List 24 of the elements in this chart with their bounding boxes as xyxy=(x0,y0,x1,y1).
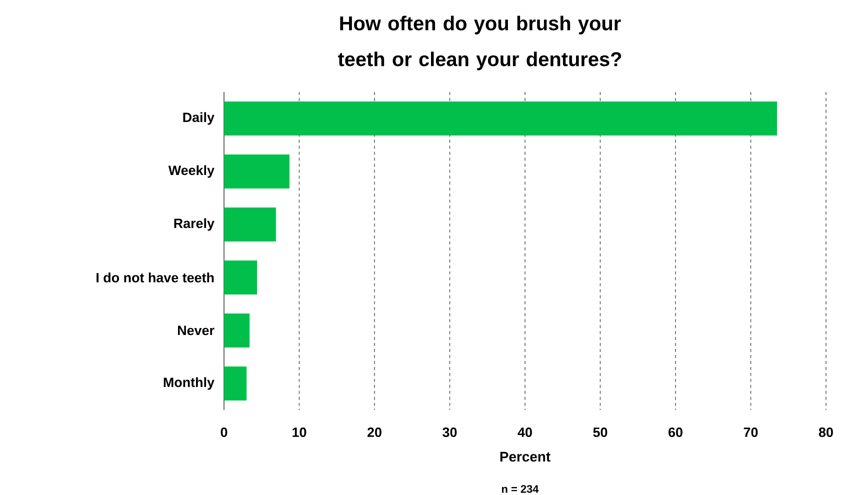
y-tick-label: Never xyxy=(178,326,214,336)
x-tick-label: 30 xyxy=(442,428,457,438)
x-axis-title: Percent xyxy=(500,452,550,462)
text: n = 234 xyxy=(502,485,539,493)
x-tick-label: 80 xyxy=(818,428,833,438)
bar xyxy=(224,101,778,136)
x-tick-label: 70 xyxy=(744,428,758,438)
chart-title: How often do you brush your teeth or clean your dentures? xyxy=(338,16,622,70)
x-tick-label: 50 xyxy=(593,428,608,438)
bar xyxy=(224,207,276,242)
y-tick-label: Monthly xyxy=(164,377,214,390)
y-tick-label: Daily xyxy=(183,112,214,125)
x-tick-label: 60 xyxy=(668,428,682,438)
bar xyxy=(224,260,258,294)
x-tick-label: 0 xyxy=(220,428,228,438)
bar xyxy=(224,313,250,348)
bar xyxy=(224,366,247,400)
y-tick-label: I do not have teeth xyxy=(96,272,214,282)
y-tick-label: Weekly xyxy=(168,165,214,178)
bar xyxy=(224,154,290,188)
x-tick-label: 10 xyxy=(292,428,306,438)
y-tick-label: Rarely xyxy=(174,218,214,231)
x-tick-label: 20 xyxy=(367,428,382,438)
x-tick-label: 40 xyxy=(518,428,532,438)
